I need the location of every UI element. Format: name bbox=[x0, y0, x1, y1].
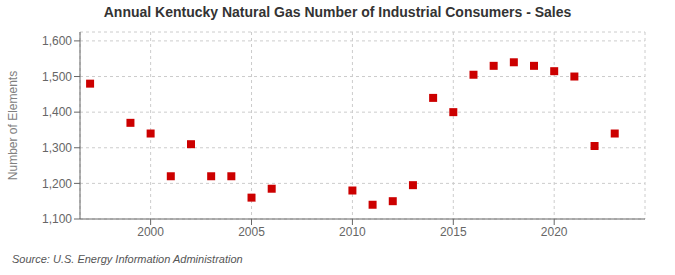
html-text:Source: U.S. Energy Informatio: Source: U.S. Energy Information Administ… bbox=[12, 253, 243, 265]
svg-text:2010: 2010 bbox=[339, 225, 366, 239]
svg-text:2020: 2020 bbox=[541, 225, 568, 239]
svg-text:Number of Elements: Number of Elements bbox=[8, 71, 20, 180]
svg-text:1,600: 1,600 bbox=[42, 34, 72, 48]
svg-text:1,200: 1,200 bbox=[42, 177, 72, 191]
svg-text:1,500: 1,500 bbox=[42, 70, 72, 84]
svg-text:2015: 2015 bbox=[440, 225, 467, 239]
svg-text:2005: 2005 bbox=[238, 225, 265, 239]
svg-text:1,100: 1,100 bbox=[42, 212, 72, 226]
svg-text:1,300: 1,300 bbox=[42, 141, 72, 155]
svg-text:2000: 2000 bbox=[137, 225, 164, 239]
html-text:Annual Kentucky Natural Gas Nu: Annual Kentucky Natural Gas Number of In… bbox=[103, 4, 572, 20]
svg-text:1,400: 1,400 bbox=[42, 105, 72, 119]
